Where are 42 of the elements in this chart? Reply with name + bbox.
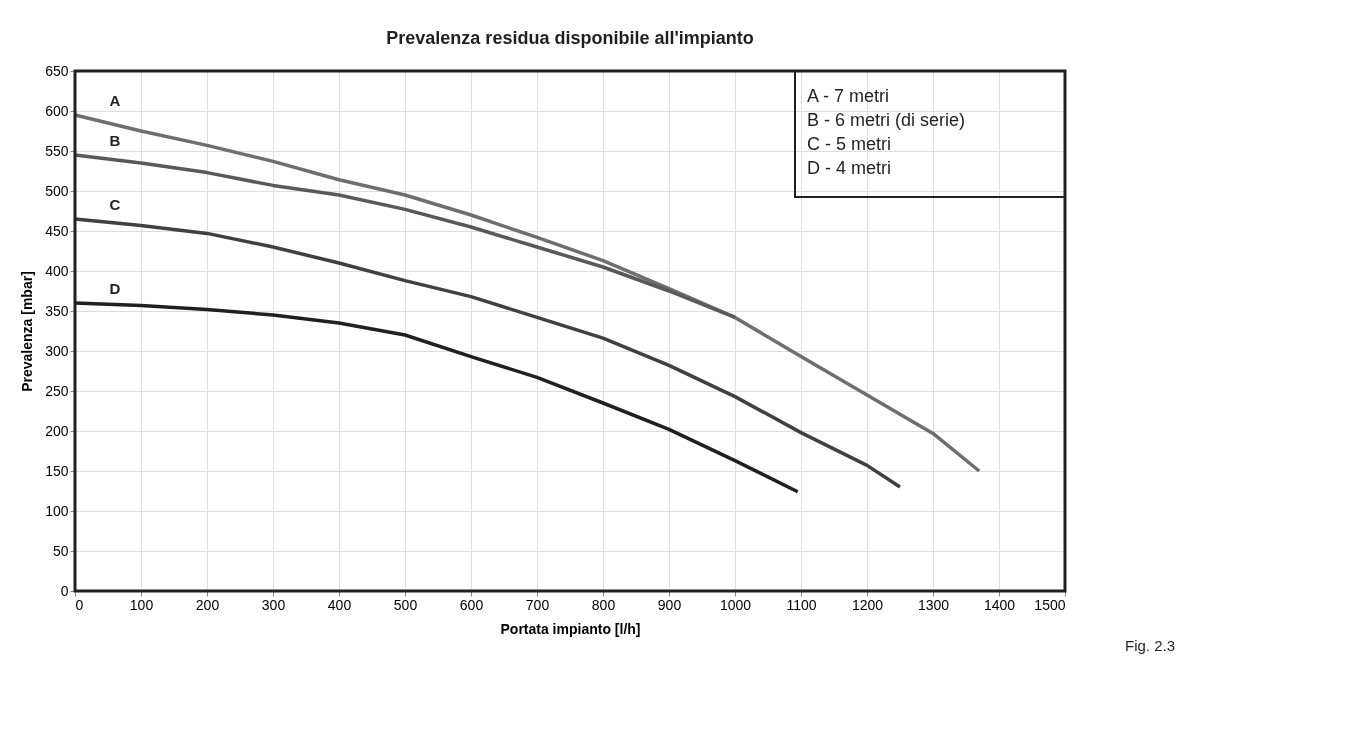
x-tick-label: 100 <box>129 596 154 613</box>
x-tick-label: 1100 <box>786 596 817 613</box>
y-tick-label: 650 <box>45 62 69 79</box>
caption: Fig. 2.3 <box>1124 637 1175 654</box>
series-label: B <box>109 132 121 149</box>
x-tick-label: 0 <box>75 596 84 613</box>
annotation: A - 7 metri <box>807 86 890 106</box>
y-tick-label: 150 <box>45 462 69 479</box>
x-tick-label: 1200 <box>851 596 884 613</box>
y-tick-label: 50 <box>52 542 69 559</box>
series-label: A <box>109 92 121 109</box>
chart-title: Prevalenza residua disponibile all'impianto <box>386 28 754 48</box>
series-label: D <box>109 280 121 297</box>
y-tick-label: 450 <box>45 222 69 239</box>
x-tick-label: 1300 <box>917 596 950 613</box>
y-tick-label: 200 <box>45 422 69 439</box>
annotation: D - 4 metri <box>807 158 892 178</box>
y-tick-label: 100 <box>45 502 69 519</box>
x-tick-label: 1400 <box>983 596 1016 613</box>
series-label: C <box>109 196 121 213</box>
x-tick-label: 700 <box>525 596 550 613</box>
annotation: C - 5 metri <box>807 134 892 154</box>
annotation: B - 6 metri (di serie) <box>807 110 966 130</box>
x-tick-label: 300 <box>261 596 286 613</box>
x-axis-title: Portata impianto [l/h] <box>500 620 641 637</box>
x-tick-label: 500 <box>393 596 418 613</box>
x-tick-label: 900 <box>657 596 682 613</box>
y-tick-label: 0 <box>60 582 69 599</box>
x-tick-label: 1000 <box>719 596 752 613</box>
y-tick-label: 600 <box>45 102 69 119</box>
x-tick-label: 200 <box>195 596 220 613</box>
y-tick-label: 300 <box>45 342 69 359</box>
y-tick-label: 550 <box>45 142 69 159</box>
x-tick-label: 600 <box>459 596 484 613</box>
x-tick-label: 1500 <box>1034 596 1066 613</box>
x-tick-label: 800 <box>591 596 616 613</box>
y-tick-label: 350 <box>45 302 69 319</box>
x-tick-label: 400 <box>327 596 352 613</box>
y-tick-label: 400 <box>45 262 69 279</box>
y-tick-label: 500 <box>45 182 69 199</box>
y-tick-label: 250 <box>45 382 69 399</box>
y-axis-title: Prevalenza [mbar] <box>19 271 36 392</box>
